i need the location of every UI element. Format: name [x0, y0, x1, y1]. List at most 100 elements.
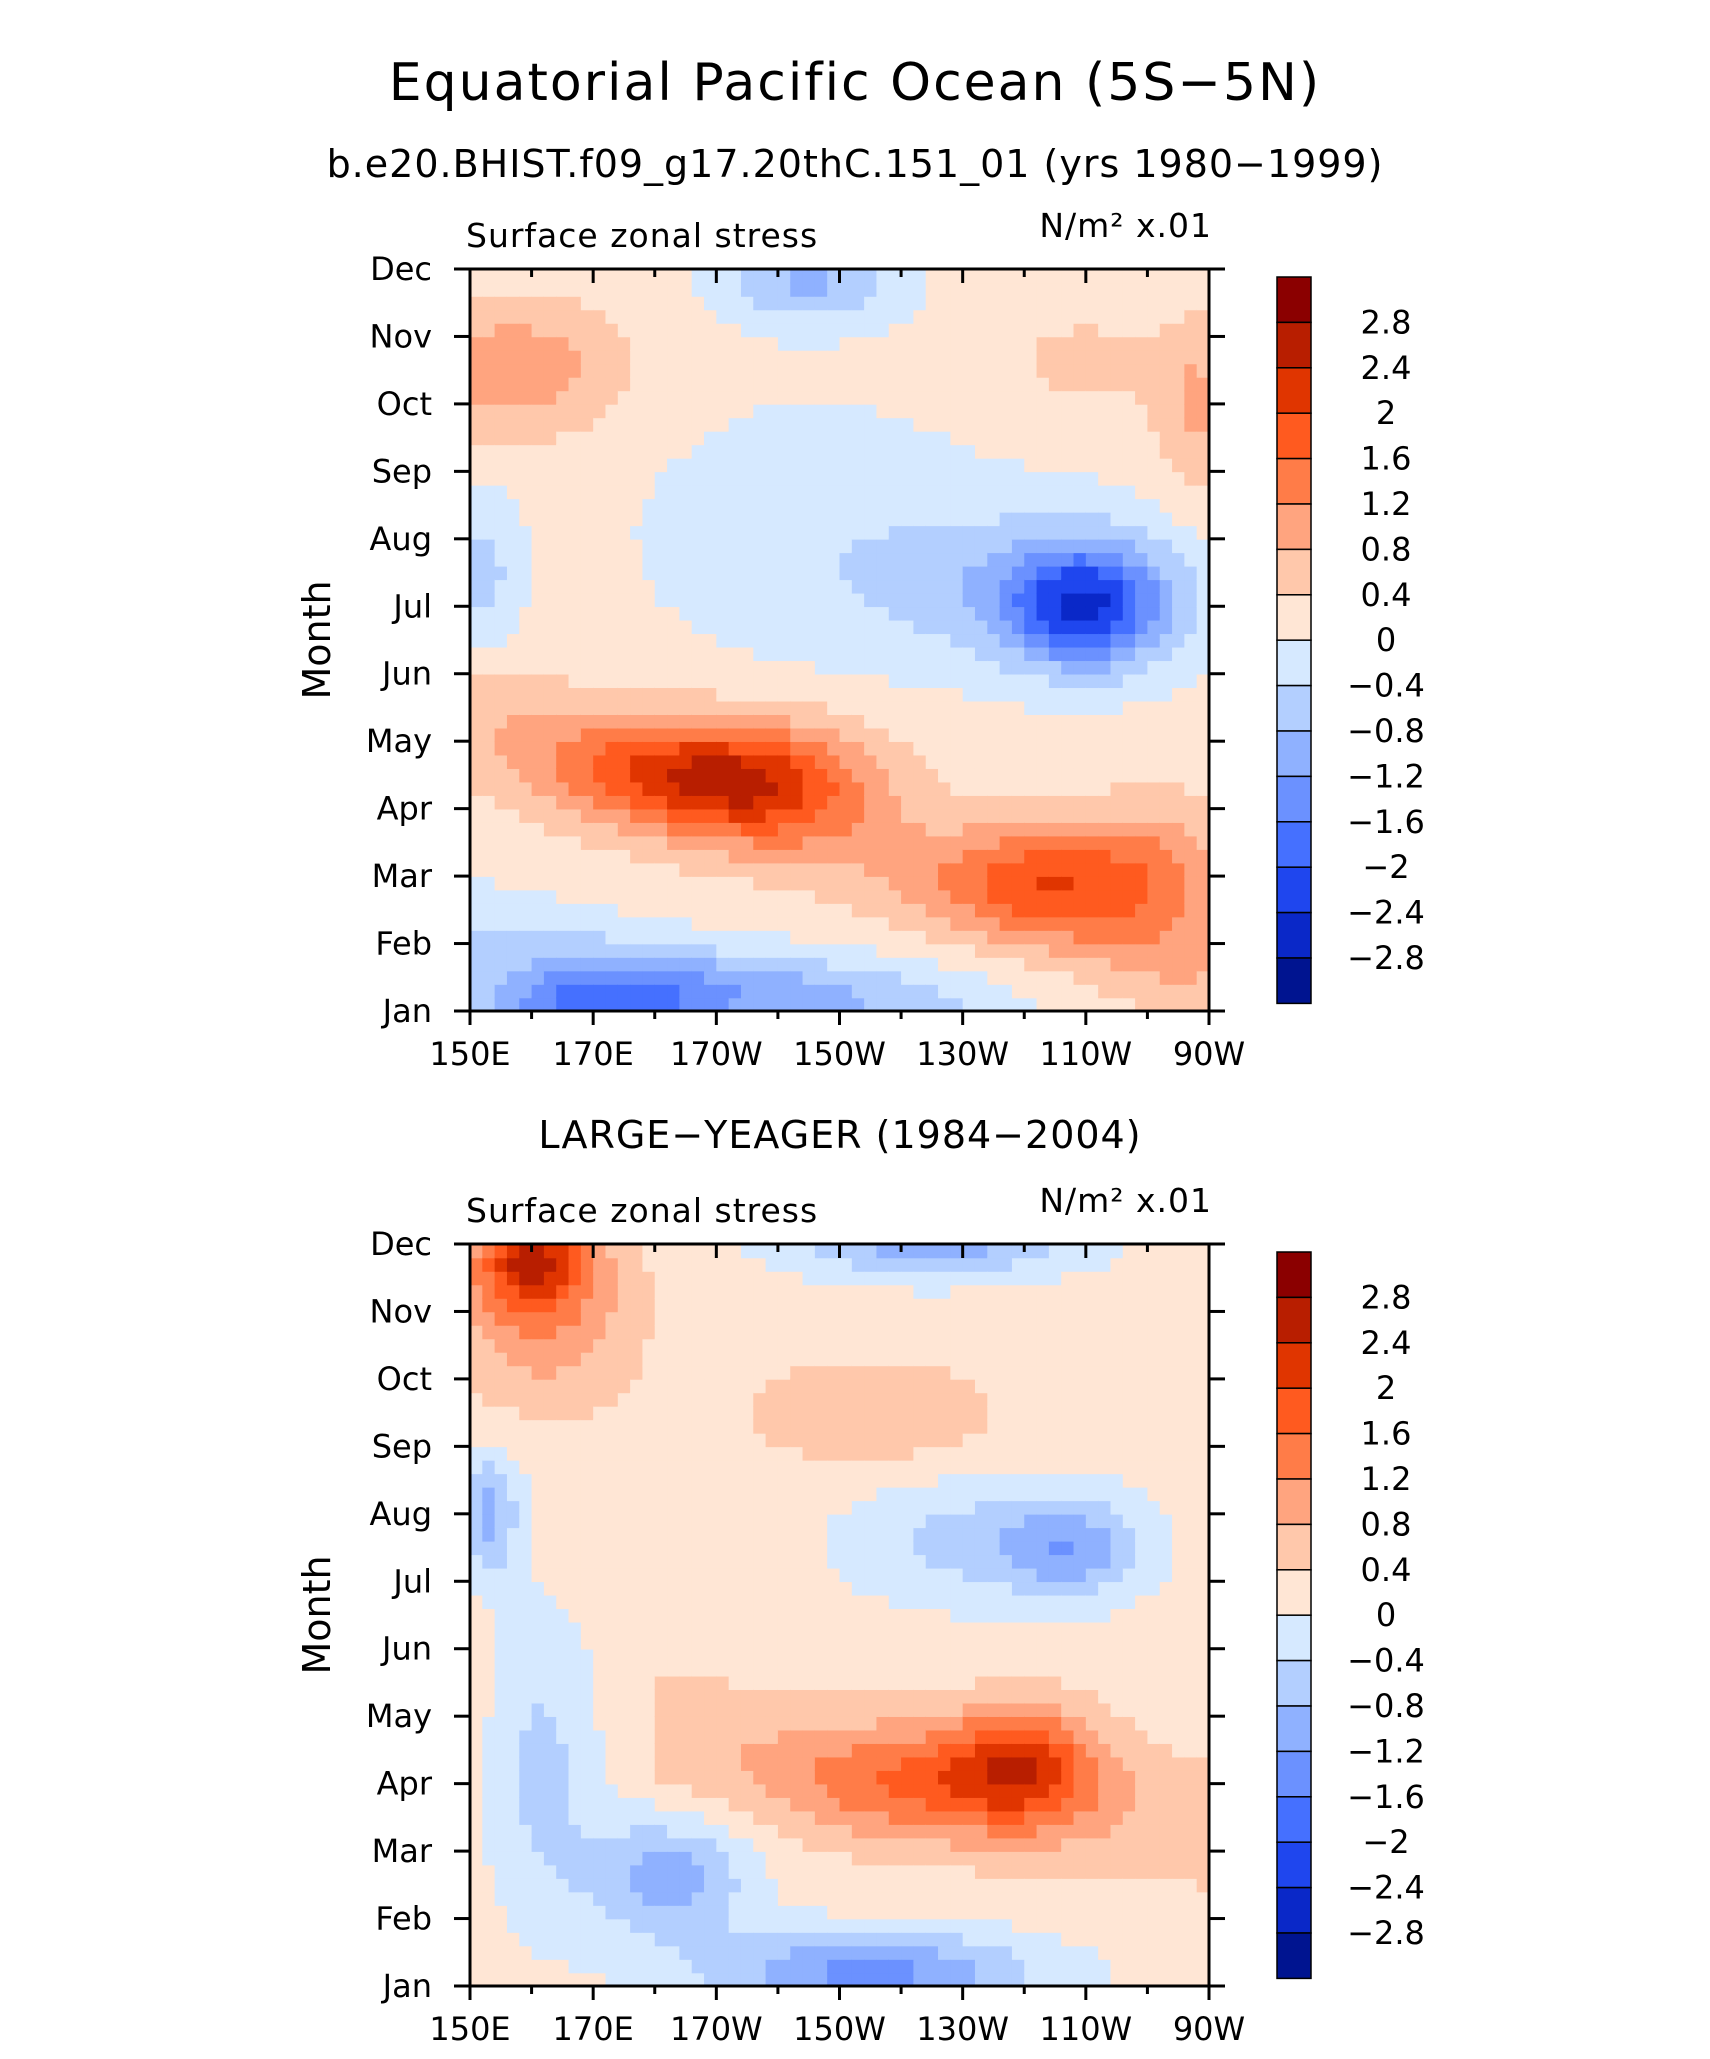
contour-cell	[802, 1824, 816, 1839]
contour-cell	[691, 984, 705, 999]
contour-cell	[765, 1689, 779, 1704]
contour-cell	[765, 552, 779, 567]
contour-cell	[1036, 835, 1050, 850]
contour-cell	[1085, 336, 1099, 351]
contour-cell	[593, 741, 607, 756]
contour-cell	[802, 822, 816, 837]
contour-cell	[519, 997, 533, 1011]
contour-cell	[814, 714, 828, 729]
contour-cell	[519, 376, 533, 392]
contour-cell	[765, 1567, 779, 1583]
contour-cell	[654, 984, 668, 999]
contour-cell	[790, 1959, 804, 1974]
contour-cell	[814, 471, 828, 486]
contour-cell	[777, 349, 792, 365]
contour-cell	[1172, 552, 1186, 567]
contour-cell	[790, 1743, 804, 1758]
contour-cell	[506, 1486, 521, 1502]
contour-cell	[654, 484, 668, 500]
contour-cell	[1122, 754, 1136, 769]
contour-cell	[593, 1244, 607, 1259]
contour-cell	[482, 525, 496, 540]
contour-cell	[987, 646, 1001, 662]
contour-cell	[470, 1244, 484, 1259]
contour-cell	[1036, 403, 1050, 419]
contour-cell	[1147, 633, 1161, 648]
contour-cell	[790, 1797, 804, 1812]
contour-cell	[1159, 930, 1173, 945]
contour-cell	[1061, 984, 1075, 999]
contour-cell	[506, 1810, 521, 1825]
contour-cell	[654, 1324, 668, 1340]
contour-cell	[642, 768, 656, 783]
contour-cell	[814, 1486, 828, 1502]
contour-cell	[938, 457, 952, 473]
contour-cell	[531, 552, 545, 567]
contour-cell	[999, 565, 1013, 581]
contour-cell	[925, 403, 939, 419]
contour-cell	[593, 1851, 607, 1866]
contour-cell	[790, 673, 804, 689]
contour-cell	[543, 660, 558, 675]
contour-cell	[1135, 754, 1149, 769]
contour-cell	[753, 1419, 767, 1434]
contour-cell	[543, 741, 558, 756]
contour-cell	[740, 282, 755, 297]
contour-cell	[691, 835, 705, 850]
contour-cell	[617, 1297, 631, 1313]
contour-cell	[593, 471, 607, 486]
contour-cell	[1196, 795, 1209, 810]
contour-cell	[728, 822, 742, 837]
contour-cell	[913, 363, 927, 378]
contour-cell	[864, 903, 878, 918]
contour-cell	[605, 457, 619, 473]
contour-cell	[642, 1770, 656, 1785]
contour-cell	[827, 795, 841, 810]
contour-cell	[482, 1945, 496, 1960]
contour-cell	[728, 903, 742, 918]
contour-cell	[728, 849, 742, 864]
contour-cell	[568, 903, 582, 918]
contour-cell	[543, 1594, 558, 1610]
contour-cell	[716, 390, 730, 405]
contour-cell	[691, 822, 705, 837]
contour-cell	[1036, 781, 1050, 796]
contour-cell	[494, 781, 508, 796]
contour-cell	[1135, 282, 1149, 297]
contour-cell	[593, 1284, 607, 1299]
contour-cell	[470, 1324, 484, 1340]
contour-cell	[556, 1473, 570, 1488]
contour-cell	[802, 714, 816, 729]
contour-cell	[470, 349, 484, 365]
contour-cell	[876, 592, 890, 608]
contour-cell	[1147, 444, 1161, 459]
contour-cell	[543, 1378, 558, 1394]
contour-cell	[777, 1945, 792, 1960]
contour-cell	[1147, 727, 1161, 742]
contour-cell	[543, 822, 558, 837]
contour-cell	[593, 511, 607, 527]
contour-cell	[728, 1311, 742, 1326]
contour-cell	[470, 1716, 484, 1731]
contour-cell	[765, 457, 779, 473]
contour-cell	[1036, 444, 1050, 459]
contour-cell	[667, 1459, 681, 1475]
contour-cell	[814, 1419, 828, 1434]
contour-cell	[1073, 471, 1087, 486]
contour-cell	[543, 1473, 558, 1488]
contour-cell	[704, 538, 718, 554]
contour-cell	[506, 390, 521, 405]
contour-cell	[1159, 457, 1173, 473]
contour-cell	[679, 1365, 693, 1380]
contour-cell	[1196, 768, 1209, 783]
contour-cell	[777, 1405, 792, 1421]
contour-cell	[790, 309, 804, 324]
contour-cell	[593, 1486, 607, 1502]
contour-cell	[790, 970, 804, 985]
contour-cell	[938, 768, 952, 783]
contour-cell	[593, 1743, 607, 1758]
contour-cell	[506, 363, 521, 378]
contour-cell	[1024, 714, 1038, 729]
contour-cell	[790, 592, 804, 608]
contour-cell	[543, 1284, 558, 1299]
